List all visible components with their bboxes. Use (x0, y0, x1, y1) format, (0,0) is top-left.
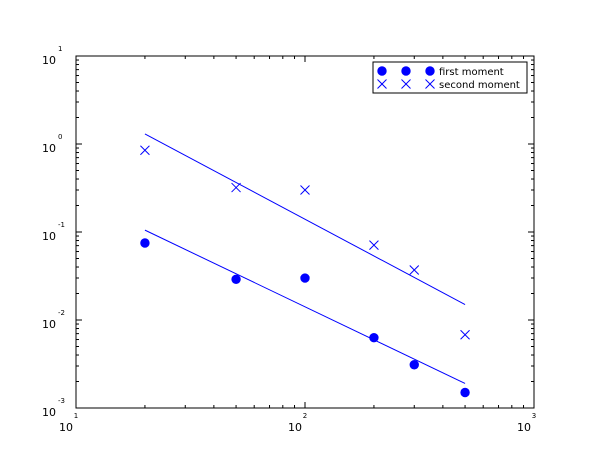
y-tick-exponent: -2 (58, 309, 65, 317)
y-tick-label: 10 (42, 142, 56, 155)
x-tick-exponent: 3 (532, 412, 536, 420)
legend-marker-first-moment (401, 66, 411, 76)
legend-label: second moment (439, 80, 520, 91)
x-tick-label: 10 (59, 421, 73, 434)
second-moment-point (300, 185, 310, 195)
second-moment-point (231, 182, 241, 193)
y-tick-label: 10 (42, 54, 56, 67)
legend-marker-second-moment (401, 79, 411, 89)
y-tick-label: 10 (42, 230, 56, 243)
first-moment-point (140, 238, 150, 248)
y-tick-exponent: 0 (58, 133, 62, 141)
legend-box (372, 61, 528, 94)
legend-marker-second-moment (377, 79, 387, 89)
second-moment-point (409, 265, 420, 275)
second-moment-point (369, 240, 379, 250)
legend-marker-second-moment (425, 79, 435, 89)
x-tick-exponent: 2 (303, 412, 307, 420)
first-moment-point (369, 332, 379, 343)
legend-marker-first-moment (425, 66, 435, 76)
y-tick-label: 10 (42, 406, 56, 419)
x-tick-label: 10 (288, 421, 302, 434)
first-moment-point (231, 274, 241, 285)
y-tick-exponent: -3 (58, 397, 65, 405)
y-tick-label: 10 (42, 318, 56, 331)
axis-ticks (76, 56, 534, 408)
legend-marker-first-moment (377, 66, 387, 76)
plot-area (75, 55, 535, 409)
first-moment-point (300, 273, 310, 283)
fit-lines (144, 133, 466, 384)
second-moment-point (460, 329, 470, 340)
y-tick-exponent: 1 (58, 45, 62, 53)
x-tick-label: 10 (517, 421, 531, 434)
legend: first moment second moment (372, 61, 528, 94)
first-moment-point (460, 387, 470, 398)
second-moment-point (140, 145, 150, 156)
first-moment-point (409, 360, 419, 370)
x-tick-exponent: 1 (74, 412, 78, 420)
data-points (140, 145, 470, 398)
fit-line-first-moment (144, 229, 466, 384)
fit-line-second-moment (144, 133, 466, 305)
legend-label: first moment (439, 67, 504, 78)
y-tick-exponent: -1 (58, 221, 65, 229)
